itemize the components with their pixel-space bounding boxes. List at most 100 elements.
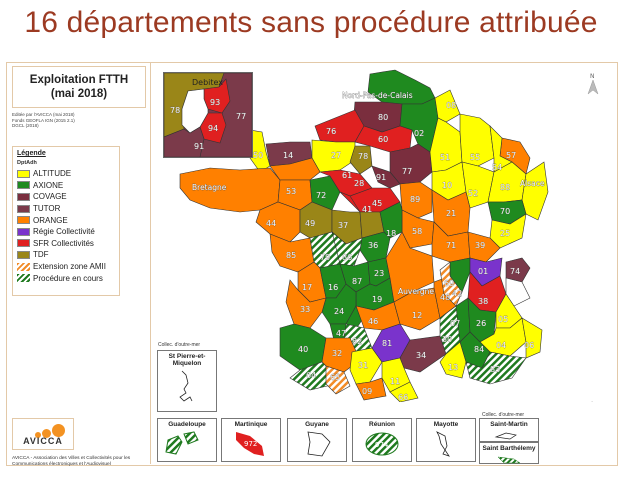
panel-divider <box>150 62 151 464</box>
svg-text:07: 07 <box>450 319 460 328</box>
svg-text:94: 94 <box>208 124 218 133</box>
svg-text:37: 37 <box>338 221 348 230</box>
svg-text:65: 65 <box>330 373 340 382</box>
svg-text:83: 83 <box>490 365 500 374</box>
svg-text:19: 19 <box>372 295 382 304</box>
region-label: Nord-Pas-de-Calais <box>342 91 413 100</box>
territory-saint-martin: Saint-Martin <box>479 418 539 442</box>
svg-text:44: 44 <box>266 219 276 228</box>
svg-text:69: 69 <box>444 279 454 288</box>
svg-text:45: 45 <box>372 199 382 208</box>
swatch-amii-hatch <box>17 262 30 271</box>
svg-text:91: 91 <box>194 142 204 151</box>
territory-martinique: Martinique 972 <box>221 418 281 462</box>
svg-text:05: 05 <box>498 315 508 324</box>
svg-text:88: 88 <box>500 183 510 192</box>
svg-text:78: 78 <box>358 152 368 161</box>
swatch-regie <box>17 227 30 236</box>
svg-text:31: 31 <box>358 361 368 370</box>
svg-text:64: 64 <box>306 371 316 380</box>
region-label: Auvergne <box>398 287 434 296</box>
region-label: Alsace <box>520 179 545 188</box>
swatch-sfr <box>17 239 30 248</box>
svg-text:51: 51 <box>440 153 450 162</box>
swatch-orange <box>17 216 30 225</box>
legend-item: Régie Collectivité <box>17 226 115 238</box>
svg-text:84: 84 <box>474 345 484 354</box>
legend-label: SFR Collectivités <box>33 238 94 248</box>
svg-text:89: 89 <box>410 195 420 204</box>
legend-item: Extension zone AMII <box>17 261 115 273</box>
svg-text:16: 16 <box>328 283 338 292</box>
debitex-label: Debitex <box>192 78 223 87</box>
legend-item: TUTOR <box>17 203 115 215</box>
svg-text:82: 82 <box>352 337 362 346</box>
avicca-logo: AVICCA <box>12 418 74 450</box>
svg-text:48: 48 <box>440 293 450 302</box>
svg-text:26: 26 <box>476 319 486 328</box>
svg-text:76: 76 <box>326 127 336 136</box>
svg-text:28: 28 <box>354 179 364 188</box>
svg-text:72: 72 <box>316 191 326 200</box>
swatch-procedure-hatch <box>17 274 30 283</box>
legend-item: AXIONE <box>17 180 115 192</box>
svg-text:71: 71 <box>446 241 456 250</box>
svg-text:60: 60 <box>378 135 388 144</box>
svg-text:30: 30 <box>442 335 452 344</box>
svg-text:25: 25 <box>500 229 510 238</box>
legend: Légende DptAdh ALTITUDE AXIONE COVAGE TU… <box>12 146 120 296</box>
territory-reunion: Réunion 974 <box>352 418 412 462</box>
svg-text:27: 27 <box>331 151 341 160</box>
legend-item: ORANGE <box>17 214 115 226</box>
legend-label: Extension zone AMII <box>33 262 106 272</box>
svg-text:50: 50 <box>253 151 263 160</box>
svg-text:11: 11 <box>390 377 400 386</box>
svg-text:36: 36 <box>368 241 378 250</box>
legend-subtitle: DptAdh <box>17 160 37 166</box>
svg-text:86: 86 <box>342 253 352 262</box>
svg-text:24: 24 <box>334 307 344 316</box>
credit-line: Editée par l'AVICCA (mai 2018) <box>12 112 75 117</box>
svg-text:13: 13 <box>448 363 458 372</box>
swatch-covage <box>17 192 30 201</box>
svg-text:77: 77 <box>402 167 412 176</box>
svg-text:08: 08 <box>446 101 456 110</box>
svg-text:06: 06 <box>524 341 534 350</box>
swatch-altitude <box>17 169 30 178</box>
svg-text:52: 52 <box>468 189 478 198</box>
svg-text:04: 04 <box>496 341 506 350</box>
svg-text:09: 09 <box>362 387 372 396</box>
svg-text:66: 66 <box>398 393 408 402</box>
swatch-tutor <box>17 204 30 213</box>
svg-text:53: 53 <box>286 187 296 196</box>
credit-line: Fonds GEOFLA IGN (2015 2.1) <box>12 117 75 123</box>
territory-guadeloupe: Guadeloupe <box>157 418 217 462</box>
logo-text: AVICCA <box>23 436 63 446</box>
svg-text:42: 42 <box>452 289 462 298</box>
swatch-axione <box>17 181 30 190</box>
svg-text:91: 91 <box>376 173 386 182</box>
svg-text:46: 46 <box>368 317 378 326</box>
map-title-line1: Exploitation FTTH <box>29 74 129 86</box>
svg-text:61: 61 <box>342 171 352 180</box>
svg-text:38: 38 <box>478 297 488 306</box>
territory-mayotte: Mayotte <box>416 418 476 462</box>
svg-text:85: 85 <box>286 251 296 260</box>
svg-text:57: 57 <box>506 151 516 160</box>
svg-text:18: 18 <box>386 229 396 238</box>
swatch-tdf <box>17 250 30 259</box>
legend-item: Procédure en cours <box>17 272 115 284</box>
svg-text:N: N <box>590 73 595 80</box>
overseas-caption: Collec. d'outre-mer <box>158 342 201 348</box>
svg-text:74: 74 <box>510 267 520 276</box>
svg-text:01: 01 <box>478 267 488 276</box>
association-caption: AVICCA - Association des Villes et Colle… <box>12 456 131 467</box>
map-credits: Editée par l'AVICCA (mai 2018) Fonds GEO… <box>12 112 75 129</box>
legend-item: SFR Collectivités <box>17 238 115 250</box>
svg-text:80: 80 <box>378 113 388 122</box>
svg-text:974: 974 <box>375 441 389 449</box>
legend-label: TDF <box>33 250 49 260</box>
svg-text:972: 972 <box>244 440 257 448</box>
svg-text:55: 55 <box>470 153 480 162</box>
svg-text:21: 21 <box>446 209 456 218</box>
